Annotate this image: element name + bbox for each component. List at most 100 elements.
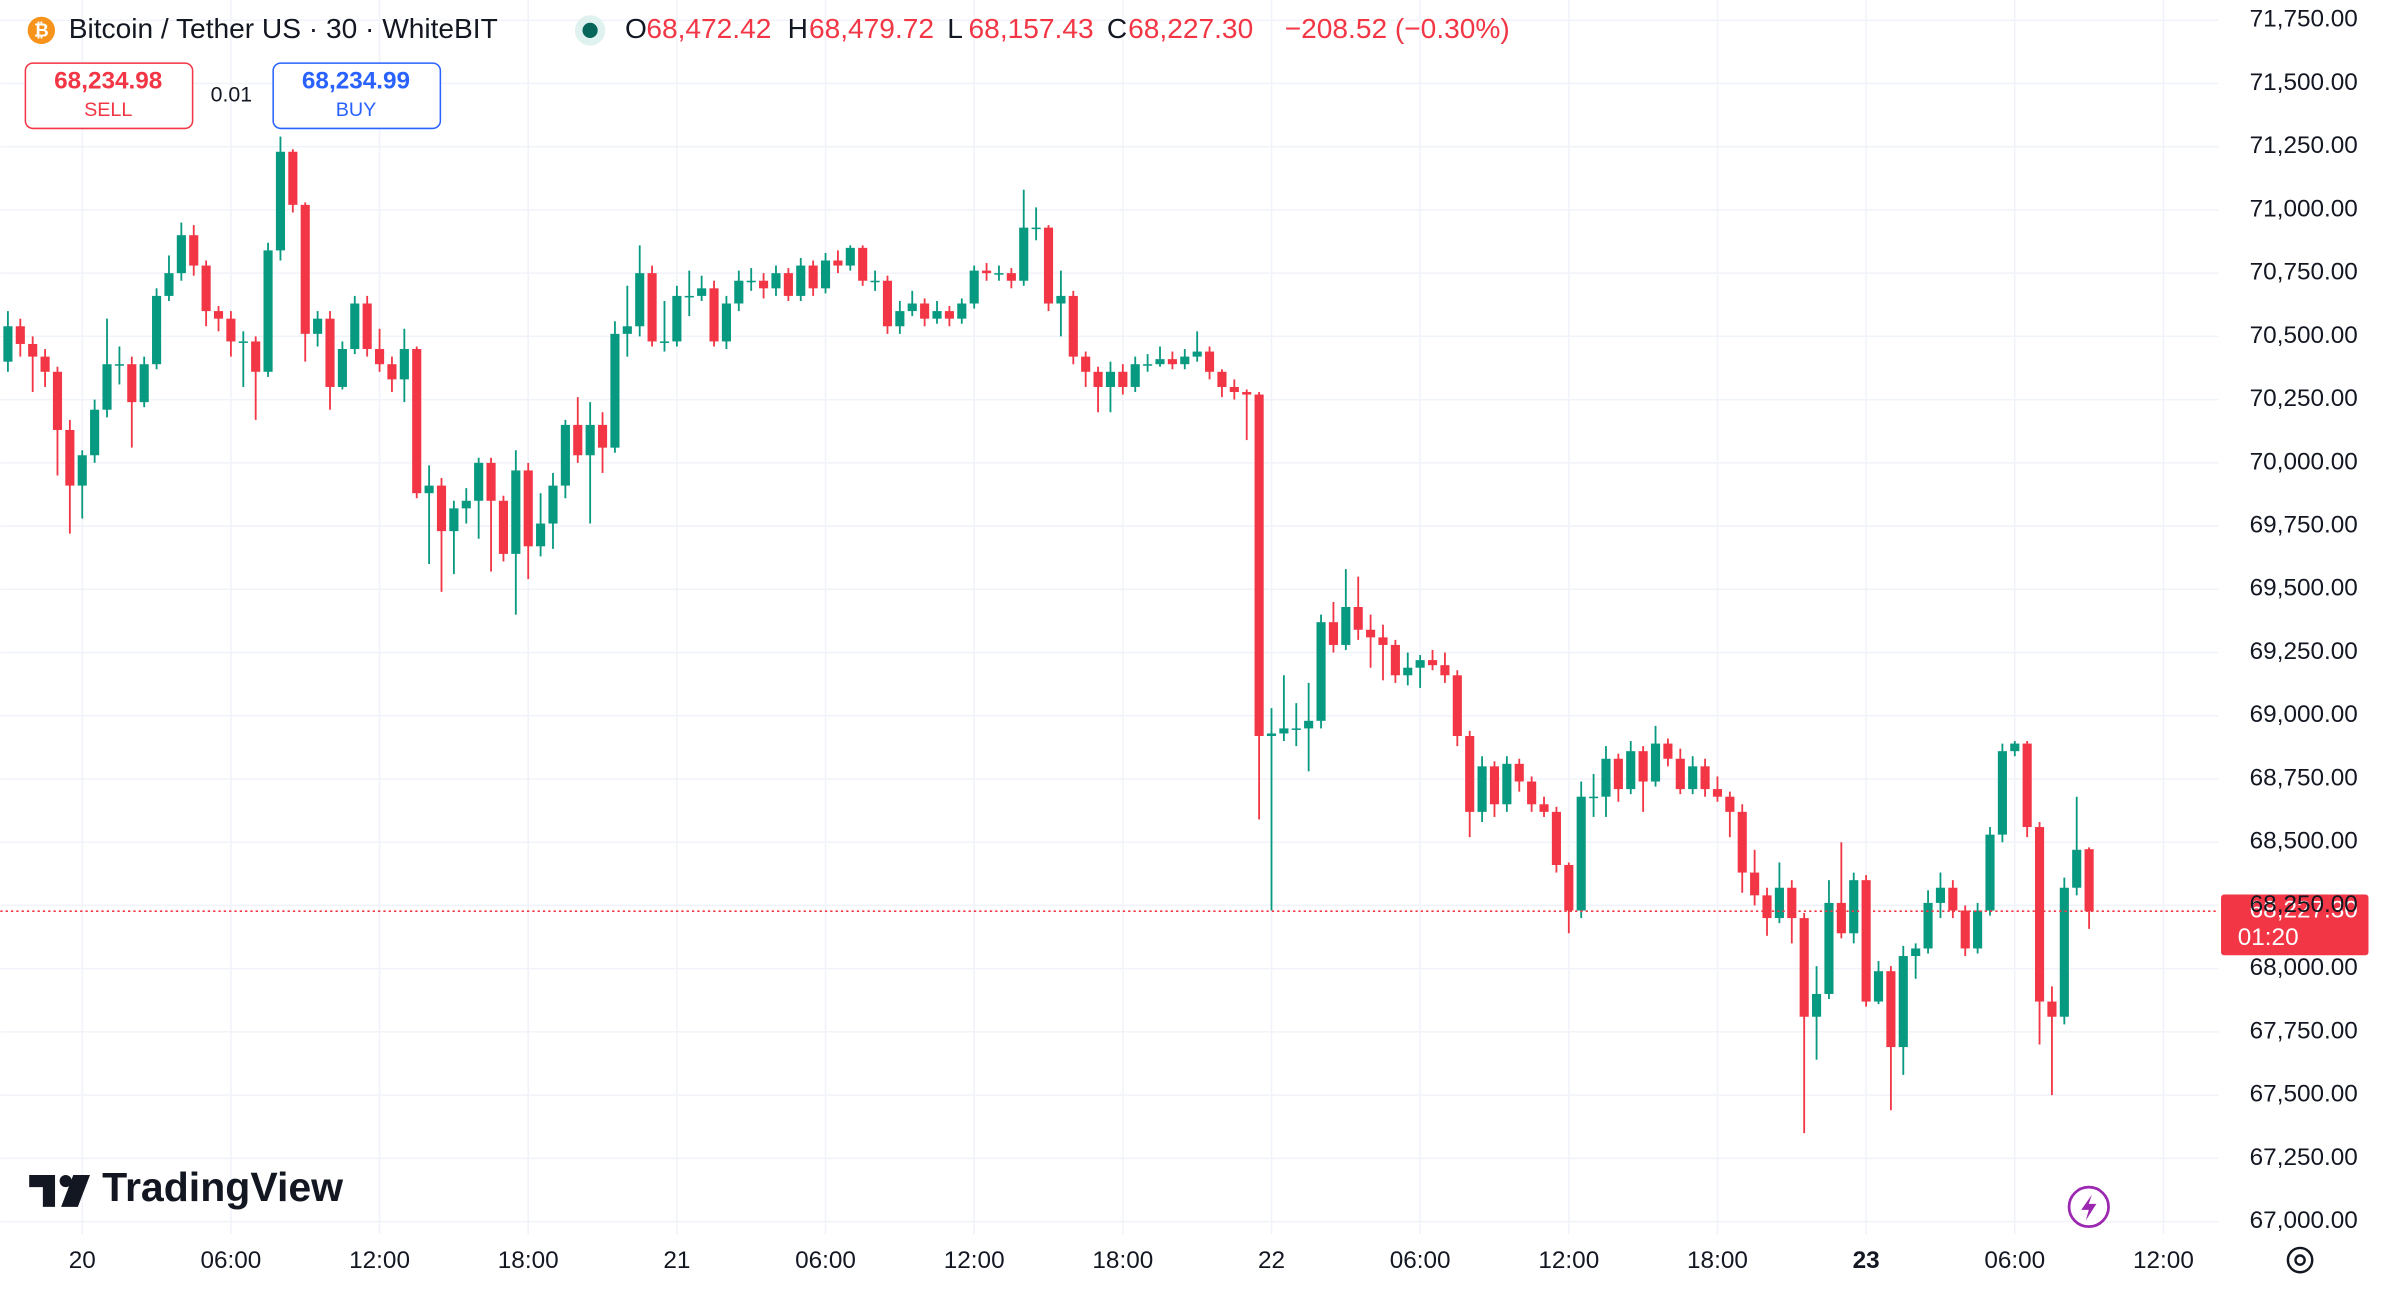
price-tag-box xyxy=(2221,894,2369,956)
ohlc-legend: O 68,472.42 H 68,479.72 L 68,157.43 C 68,227.30 xyxy=(625,13,1253,44)
candle-body xyxy=(907,303,917,312)
candle-body xyxy=(114,364,124,366)
y-tick-label: 71,750.00 xyxy=(2250,6,2358,33)
x-tick-label: 18:00 xyxy=(1092,1247,1153,1274)
x-tick-label: 22 xyxy=(1258,1247,1285,1274)
settings-button[interactable] xyxy=(2286,1246,2314,1274)
candle-body xyxy=(1601,758,1611,797)
candle-body xyxy=(412,349,422,494)
candle-body xyxy=(957,303,967,319)
sell-button[interactable] xyxy=(24,62,194,130)
y-tick-label: 70,250.00 xyxy=(2250,385,2358,412)
sell-label: SELL xyxy=(84,99,132,121)
candle-body xyxy=(1304,720,1314,729)
candle-body xyxy=(90,409,100,456)
candle-body xyxy=(325,318,335,387)
candle-body xyxy=(1489,766,1500,805)
y-tick-label: 70,750.00 xyxy=(2250,259,2358,286)
candle-body xyxy=(1242,392,1252,395)
candle-body xyxy=(2047,1001,2057,1017)
candle-body xyxy=(845,247,855,266)
candle-body xyxy=(920,303,930,319)
candle-body xyxy=(1452,675,1462,736)
candle-body xyxy=(560,424,570,486)
ohlc-value: 68,479.72 xyxy=(809,13,934,44)
candle-body xyxy=(498,500,508,554)
candle-body xyxy=(1948,887,1958,911)
candle-body xyxy=(895,311,905,327)
candle-body xyxy=(1973,910,1983,949)
ohlc-value: 68,472.42 xyxy=(646,13,771,44)
candle-body xyxy=(1923,902,1933,949)
candle-body xyxy=(1155,359,1165,365)
candle-body xyxy=(288,151,298,205)
candle-body xyxy=(709,288,719,342)
candle-body xyxy=(1180,356,1190,365)
candle-body xyxy=(350,303,360,350)
candle-body xyxy=(449,508,459,532)
candle-body xyxy=(1911,948,1921,957)
y-tick-label: 69,500.00 xyxy=(2250,575,2358,602)
candle-body xyxy=(771,273,781,289)
candle-body xyxy=(1427,660,1438,666)
y-tick-label: 69,250.00 xyxy=(2250,638,2358,665)
candle-body xyxy=(1997,751,2007,835)
price-tag-price: 68,227.30 xyxy=(2250,897,2358,924)
spread: 0.01 xyxy=(211,82,252,106)
candle-body xyxy=(1093,371,1103,387)
candle-body xyxy=(424,485,434,494)
x-tick-label: 12:00 xyxy=(2133,1247,2194,1274)
candle-body xyxy=(77,455,87,486)
candle-body xyxy=(1105,371,1116,387)
candle-body xyxy=(40,356,50,372)
candle-body xyxy=(375,349,385,365)
buy-button[interactable] xyxy=(272,62,442,130)
candle-body xyxy=(1564,864,1574,911)
candle-body xyxy=(1266,733,1277,736)
candle-body xyxy=(932,311,942,319)
candle-body xyxy=(1824,902,1834,994)
candle-body xyxy=(523,470,533,547)
candle-body xyxy=(1613,758,1623,790)
y-tick-label: 67,250.00 xyxy=(2250,1144,2358,1171)
candles xyxy=(0,136,2220,1134)
candle-body xyxy=(275,151,286,251)
y-tick-label: 68,250.00 xyxy=(2250,891,2358,918)
y-tick-label: 70,500.00 xyxy=(2250,322,2358,349)
candle-body xyxy=(1551,811,1561,865)
candle-body xyxy=(263,250,273,372)
candle-body xyxy=(994,273,1004,275)
x-tick-label: 12:00 xyxy=(349,1247,410,1274)
candle-body xyxy=(697,288,707,296)
candle-body xyxy=(1143,364,1153,366)
candle-body xyxy=(52,371,63,430)
y-tick-label: 68,750.00 xyxy=(2250,764,2358,791)
candle-body xyxy=(152,295,162,365)
candle-body xyxy=(1056,295,1066,304)
symbol-title: Bitcoin / Tether US · 30 · WhiteBIT xyxy=(69,13,498,44)
candle-body xyxy=(337,349,347,387)
candle-body xyxy=(1328,622,1338,645)
y-tick-label: 67,000.00 xyxy=(2250,1207,2358,1234)
candle-body xyxy=(1576,796,1586,911)
candle-body xyxy=(251,341,261,372)
candle-body xyxy=(1291,728,1301,730)
candle-body xyxy=(1650,743,1661,782)
candle-body xyxy=(28,343,38,357)
candle-body xyxy=(1229,386,1239,393)
candle-body xyxy=(164,273,174,296)
candle-body xyxy=(783,273,793,296)
candle-body xyxy=(796,265,806,296)
candle-body xyxy=(536,523,546,547)
y-tick-label: 67,500.00 xyxy=(2250,1081,2358,1108)
candle-body xyxy=(2034,827,2045,1002)
x-tick-label: 20 xyxy=(69,1247,96,1274)
x-tick-label: 06:00 xyxy=(1390,1247,1451,1274)
y-tick-label: 70,000.00 xyxy=(2250,448,2358,475)
candle-body xyxy=(3,326,13,362)
candle-body xyxy=(1712,789,1723,797)
candle-body xyxy=(548,485,558,524)
candle-body xyxy=(1836,902,1846,934)
candle-body xyxy=(870,280,880,283)
